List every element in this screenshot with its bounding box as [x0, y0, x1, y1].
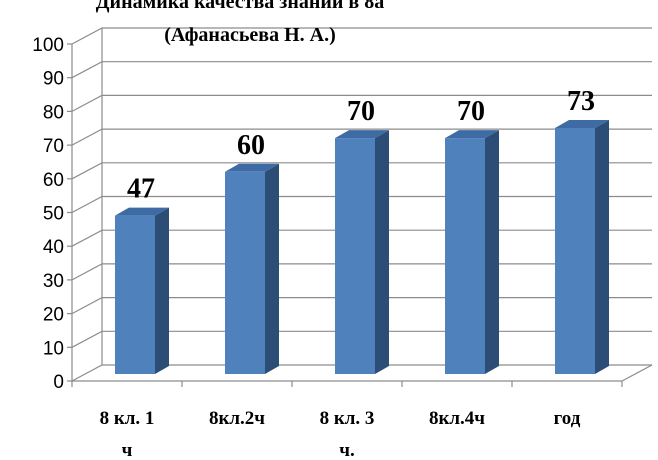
chart-title: Динамика качества знаний в 8а (Афанасьев… [96, 0, 384, 46]
x-tick-label: 8 кл. 1 [100, 408, 155, 429]
bar [555, 119, 609, 375]
data-label: 70 [347, 96, 375, 127]
bar-side [595, 119, 609, 375]
bar-side [375, 130, 389, 374]
bar-top [115, 207, 169, 216]
y-tick-label: 10 [43, 338, 64, 359]
x-tick-label: 8кл.4ч [429, 408, 485, 429]
bar-top [445, 130, 499, 139]
bar [225, 163, 279, 374]
bar [115, 207, 169, 374]
bar-side [155, 207, 169, 374]
bar-side [485, 130, 499, 374]
chart-title-line-1: Динамика качества знаний в 8а [96, 0, 384, 13]
bar-top [225, 163, 279, 172]
bar-front [555, 127, 595, 375]
floor-edge [621, 364, 653, 382]
chart-title-line-2: (Афанасьева Н. А.) [164, 24, 336, 46]
y-tick-label: 20 [43, 305, 64, 326]
bar-front [445, 138, 485, 374]
gridline [71, 27, 652, 45]
y-tick-label: 50 [43, 204, 64, 225]
bars [115, 119, 609, 375]
y-tick-label: 70 [43, 136, 64, 157]
y-tick-label: 40 [43, 237, 64, 258]
bar-front [335, 138, 375, 374]
y-tick-label: 60 [43, 170, 64, 191]
y-tick-label: 30 [43, 271, 64, 292]
bar-side [265, 163, 279, 374]
bar [445, 130, 499, 374]
data-label: 73 [567, 86, 595, 117]
y-tick-labels: 0 10 20 30 40 50 60 70 80 90 100 [32, 35, 64, 393]
bar-front [115, 215, 155, 374]
bar-top [335, 130, 389, 139]
data-label: 47 [127, 174, 155, 205]
data-labels: 47 60 70 70 73 [127, 86, 595, 205]
x-tick-label: год [554, 408, 581, 429]
y-tick-label: 90 [43, 69, 64, 90]
axes [67, 28, 653, 387]
data-label: 70 [457, 96, 485, 127]
gridline [71, 61, 652, 79]
y-tick-label: 100 [32, 35, 64, 56]
y-tick-label: 80 [43, 102, 64, 123]
x-tick-label: ч. [339, 440, 354, 460]
bar-top [555, 119, 609, 128]
x-tick-labels: 8 кл. 1 ч 8кл.2ч 8 кл. 3 ч. 8кл.4ч год [100, 408, 581, 460]
x-tick-label: 8 кл. 3 [320, 408, 375, 429]
x-tick-label: ч [122, 440, 133, 460]
bar [335, 130, 389, 374]
x-tick-label: 8кл.2ч [209, 408, 265, 429]
bar-front [225, 171, 265, 374]
y-tick-label: 0 [53, 372, 64, 393]
data-label: 60 [237, 130, 265, 161]
